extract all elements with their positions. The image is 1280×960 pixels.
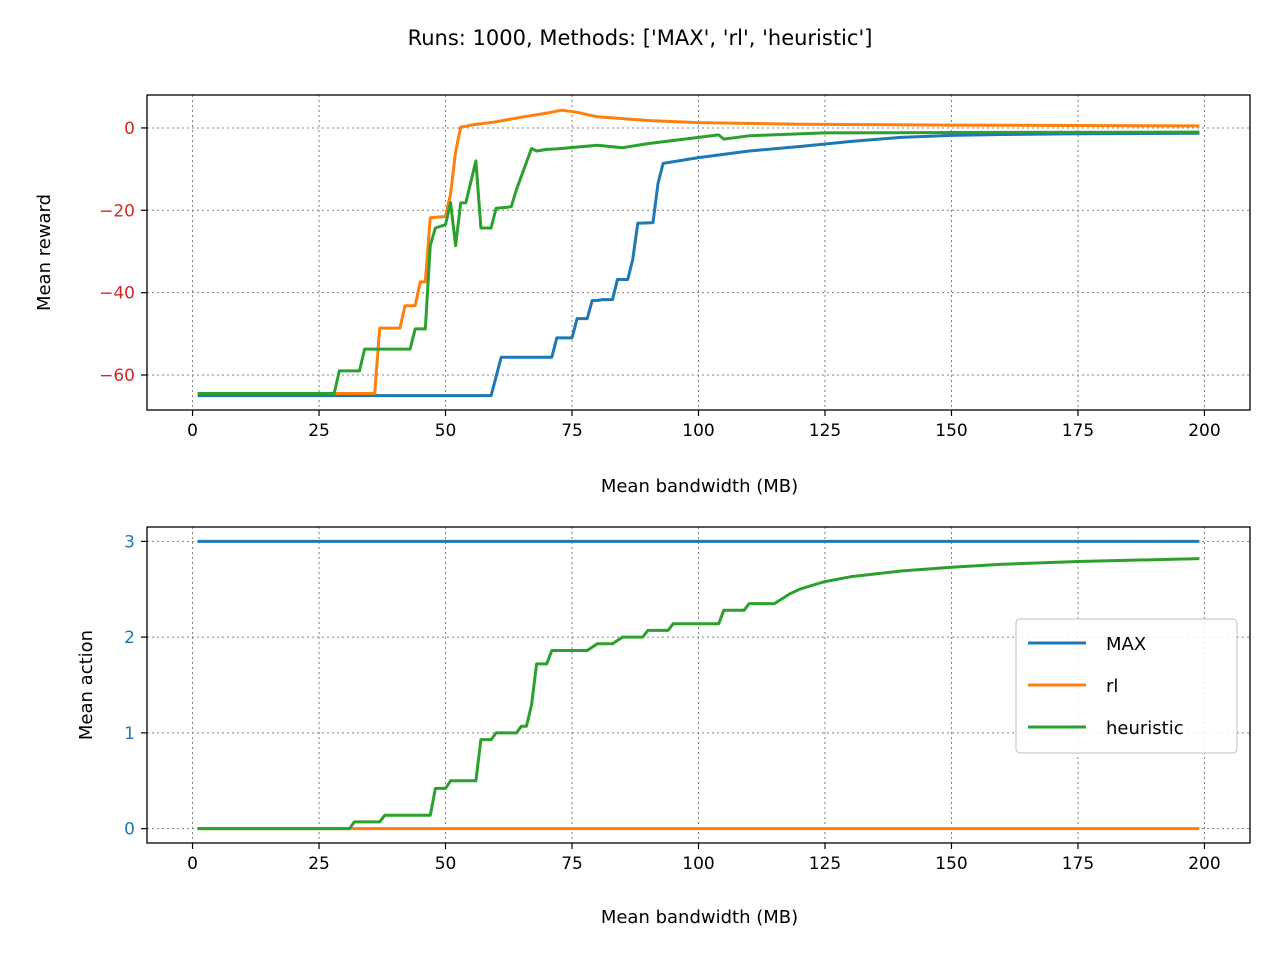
reward-xtick-label-6: 150 xyxy=(935,421,967,441)
reward-ylabel: Mean reward xyxy=(34,194,55,311)
legend-label-heuristic: heuristic xyxy=(1106,718,1184,739)
reward-xtick-label-4: 100 xyxy=(682,421,714,441)
action-xtick-label-4: 100 xyxy=(682,854,714,874)
action-ytick-label-1: 1 xyxy=(124,724,135,744)
action-xtick-label-2: 50 xyxy=(435,854,457,874)
figure-title: Runs: 1000, Methods: ['MAX', 'rl', 'heur… xyxy=(408,26,873,50)
reward-axes-frame xyxy=(146,94,1251,411)
action-ytick-label-0: 0 xyxy=(124,820,135,840)
action-xtick-label-7: 175 xyxy=(1062,854,1094,874)
action-xtick-label-6: 150 xyxy=(935,854,967,874)
reward-ytick-label-3: 0 xyxy=(124,119,135,139)
action-xtick-label-0: 0 xyxy=(187,854,198,874)
legend-label-max: MAX xyxy=(1106,634,1146,655)
action-xtick-label-8: 200 xyxy=(1188,854,1220,874)
reward-ytick-label-2: −20 xyxy=(99,201,135,221)
action-xlabel: Mean bandwidth (MB) xyxy=(601,907,798,928)
reward-xtick-label-1: 25 xyxy=(308,421,330,441)
action-chart: 0 25 50 75 100 125 150 175 200 0 1 2 3 Mean bandwidth… xyxy=(76,526,1251,928)
reward-xtick-label-8: 200 xyxy=(1188,421,1220,441)
action-xtick-label-5: 125 xyxy=(809,854,841,874)
reward-xlabel: Mean bandwidth (MB) xyxy=(601,476,798,497)
reward-series-max xyxy=(197,131,1200,398)
legend: MAX rl heuristic xyxy=(1015,618,1238,754)
reward-chart: 0 25 50 75 100 125 150 175 200 −60 −40 −20 0 Mean ban… xyxy=(34,94,1251,497)
reward-xtick-label-3: 75 xyxy=(561,421,583,441)
reward-series-rl xyxy=(197,108,1200,395)
action-xtick-label-1: 25 xyxy=(308,854,330,874)
reward-ytick-label-1: −40 xyxy=(99,284,135,304)
action-ylabel: Mean action xyxy=(76,630,97,740)
legend-box xyxy=(1015,618,1238,754)
reward-xtick-label-0: 0 xyxy=(187,421,198,441)
action-ytick-label-2: 2 xyxy=(124,628,135,648)
reward-xtick-label-7: 175 xyxy=(1062,421,1094,441)
action-series-heuristic xyxy=(197,557,1200,831)
action-ytick-label-3: 3 xyxy=(124,532,135,552)
legend-label-rl: rl xyxy=(1106,676,1118,697)
action-xtick-label-3: 75 xyxy=(561,854,583,874)
reward-ytick-label-0: −60 xyxy=(99,366,135,386)
reward-series-heuristic xyxy=(197,130,1200,395)
reward-xtick-label-5: 125 xyxy=(809,421,841,441)
reward-xtick-label-2: 50 xyxy=(435,421,457,441)
